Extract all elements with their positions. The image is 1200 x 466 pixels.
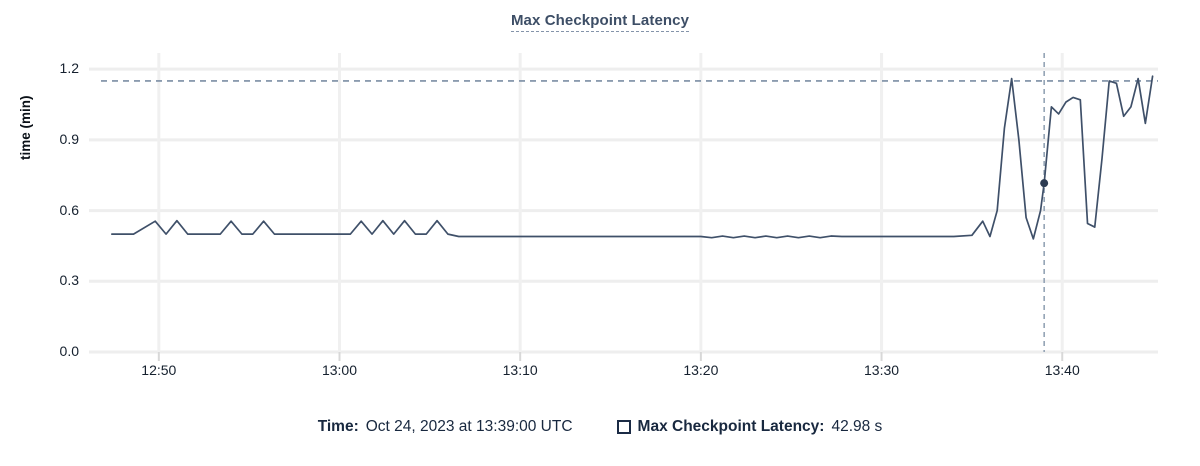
legend-series-value: 42.98 s (831, 418, 883, 435)
x-tick-label: 12:50 (141, 362, 177, 378)
y-tick-label: 0.0 (59, 343, 79, 359)
x-tick-label: 13:40 (1044, 362, 1080, 378)
x-tick-label: 13:10 (502, 362, 538, 378)
legend-series-label: Max Checkpoint Latency: (637, 418, 825, 435)
time-label: Time: (317, 418, 359, 435)
time-value: Oct 24, 2023 at 13:39:00 UTC (365, 418, 573, 435)
chart-footer: Time: Oct 24, 2023 at 13:39:00 UTC Max C… (0, 418, 1200, 436)
legend-swatch-icon[interactable] (616, 420, 631, 434)
hover-point-marker (1040, 179, 1049, 188)
data-series-line (110, 75, 1154, 240)
y-tick-label: 0.3 (59, 272, 79, 289)
y-tick-label: 1.2 (59, 60, 79, 77)
y-tick-label: 0.6 (59, 201, 79, 218)
chart-title-text: Max Checkpoint Latency (510, 12, 690, 32)
x-tick-label: 13:20 (683, 362, 719, 378)
chart-title: Max Checkpoint Latency (0, 12, 1200, 32)
x-tick-label: 13:30 (864, 362, 900, 378)
footer-legend[interactable]: Max Checkpoint Latency: 42.98 s (616, 418, 883, 436)
x-tick-marks (157, 352, 1064, 361)
gridlines (89, 67, 1158, 354)
vertical-gridlines (157, 53, 1064, 352)
y-tick-label: 0.9 (59, 130, 79, 147)
x-tick-label: 13:00 (321, 362, 358, 378)
footer-time: Time: Oct 24, 2023 at 13:39:00 UTC (318, 418, 573, 436)
